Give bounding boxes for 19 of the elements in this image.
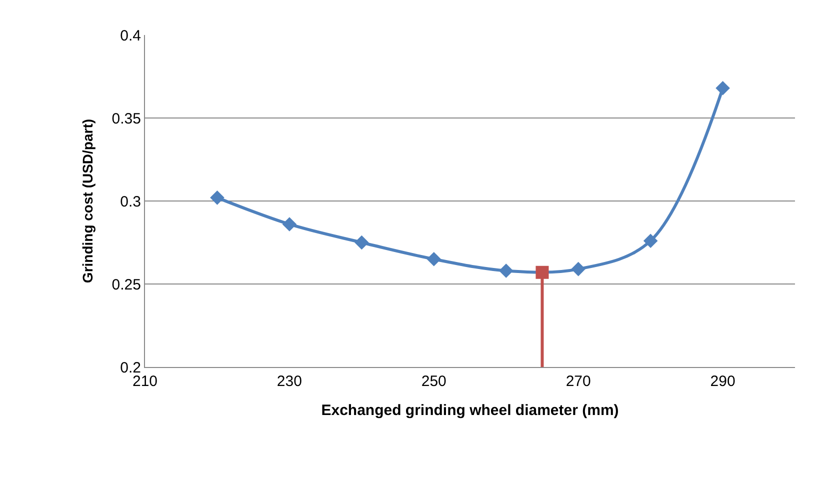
- point: [716, 80, 730, 96]
- y-axis-title: Grinding cost (USD/part): [79, 118, 96, 284]
- point: [498, 264, 514, 278]
- point: [571, 262, 586, 276]
- point: [643, 234, 658, 248]
- point: [282, 217, 297, 232]
- y-tick-label: 0.35: [112, 110, 141, 128]
- x-tick-label: 290: [710, 373, 736, 390]
- x-tick-label: 270: [566, 373, 591, 390]
- point: [354, 235, 369, 250]
- y-tick-label: 0.25: [112, 276, 141, 294]
- point: [210, 190, 224, 205]
- point: [536, 266, 549, 279]
- point: [426, 252, 442, 266]
- x-axis-title: Exchanged grinding wheel diameter (mm): [321, 402, 619, 419]
- x-tick-label: 230: [276, 373, 302, 390]
- x-tick-label: 250: [421, 373, 446, 390]
- y-tick-label: 0.4: [120, 27, 141, 44]
- y-tick-label: 0.3: [120, 193, 141, 210]
